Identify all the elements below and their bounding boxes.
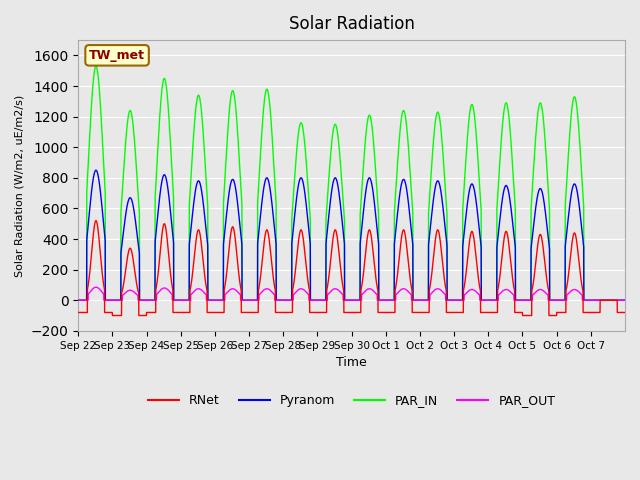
- X-axis label: Time: Time: [336, 356, 367, 369]
- Title: Solar Radiation: Solar Radiation: [289, 15, 415, 33]
- Legend: RNet, Pyranom, PAR_IN, PAR_OUT: RNet, Pyranom, PAR_IN, PAR_OUT: [143, 389, 561, 412]
- Text: TW_met: TW_met: [89, 49, 145, 62]
- Y-axis label: Solar Radiation (W/m2, uE/m2/s): Solar Radiation (W/m2, uE/m2/s): [15, 95, 25, 276]
